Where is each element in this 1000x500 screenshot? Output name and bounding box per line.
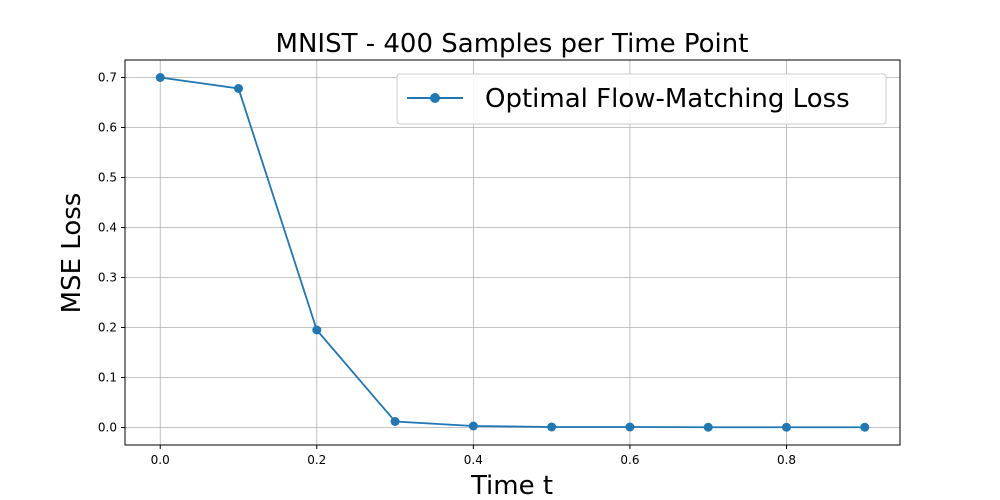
x-tick-label: 0.4	[464, 453, 483, 467]
legend-marker-sample	[430, 93, 440, 103]
data-point	[625, 422, 635, 432]
data-point	[155, 73, 165, 82]
y-tick-label: 0.4	[98, 221, 117, 235]
data-point	[312, 325, 322, 335]
y-tick-label: 0.5	[98, 171, 117, 185]
y-tick-label: 0.6	[98, 121, 117, 135]
series-layer	[155, 73, 870, 432]
chart-title: MNIST - 400 Samples per Time Point	[276, 29, 749, 59]
y-axis-label: MSE Loss	[57, 193, 87, 314]
y-tick-label: 0.0	[98, 421, 117, 435]
x-tick-label: 0.6	[620, 453, 639, 467]
x-tick-label: 0.0	[151, 453, 170, 467]
data-point	[860, 422, 870, 432]
data-point	[703, 422, 713, 432]
data-point	[234, 84, 244, 93]
x-axis-label: Time t	[470, 471, 553, 500]
x-tick-label: 0.8	[777, 453, 796, 467]
y-tick-label: 0.1	[98, 371, 117, 385]
y-tick-label: 0.2	[98, 321, 117, 335]
data-point	[781, 422, 791, 432]
x-tick-label: 0.2	[307, 453, 326, 467]
legend: Optimal Flow-Matching Loss	[396, 73, 887, 125]
data-point	[468, 421, 478, 431]
legend-entry-label: Optimal Flow-Matching Loss	[485, 84, 850, 114]
y-tick-label: 0.3	[98, 271, 117, 285]
series-line	[160, 76, 865, 429]
plot-frame	[124, 59, 901, 446]
tick-layer: 0.0 0.2 0.4 0.6 0.8 0.0 0.1 0.2 0.3 0.4 0.5 0.6 0.7	[98, 71, 796, 468]
y-tick-label: 0.7	[98, 71, 117, 85]
data-point	[390, 417, 400, 426]
legend-box	[396, 73, 887, 125]
data-point	[547, 422, 557, 432]
